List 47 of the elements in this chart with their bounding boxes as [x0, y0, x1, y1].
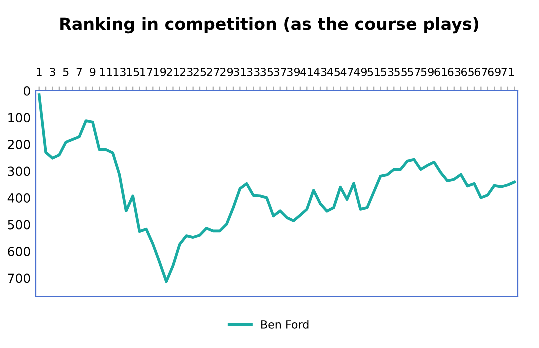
y-tick-label: 700	[8, 274, 30, 284]
x-tick-label: 67	[474, 68, 488, 76]
x-tick-label: 61	[434, 68, 448, 76]
x-tick-label: 3	[50, 68, 56, 76]
x-tick-label: 63	[448, 68, 461, 76]
x-tick-label: 27	[207, 68, 220, 76]
x-tick-label: 23	[180, 68, 193, 76]
x-tick-label: 37	[274, 68, 286, 76]
x-tick-label: 35	[260, 68, 274, 76]
x-tick-label: 7	[76, 68, 82, 76]
x-tick-label: 5	[63, 68, 69, 76]
x-tick-label: 43	[314, 68, 327, 76]
x-tick-label: 47	[340, 68, 354, 76]
x-tick-label: 57	[408, 68, 420, 76]
x-tick-label: 19	[154, 68, 166, 76]
line-series	[38, 94, 516, 284]
x-tick-label: 51	[368, 68, 380, 76]
x-tick-label: 53	[381, 68, 394, 76]
x-tick-label: 25	[194, 68, 206, 76]
y-tick-label: 400	[8, 193, 30, 203]
y-tick-label: 300	[8, 166, 30, 176]
x-tick-label: 49	[354, 68, 367, 76]
x-tick-label: 65	[462, 68, 474, 76]
x-tick-label: 21	[166, 68, 180, 76]
x-tick-label: 29	[220, 68, 234, 76]
y-tick-label: 0	[24, 86, 30, 96]
x-tick-label: 13	[114, 68, 126, 76]
x-tick-label: 9	[90, 68, 96, 76]
x-tick-label: 69	[488, 68, 501, 76]
x-tick-label: 33	[247, 68, 260, 76]
y-tick-label: 200	[8, 140, 30, 150]
x-tick-label: 41	[300, 68, 314, 76]
legend-label: Ben Ford	[262, 320, 309, 329]
x-tick-label: 39	[288, 68, 300, 76]
x-tick-label: 71	[502, 68, 514, 76]
chart-title: Ranking in competition (as the course plays)	[60, 17, 479, 34]
x-tick-label: 59	[421, 68, 434, 76]
y-tick-label: 600	[8, 246, 30, 256]
x-tick-label: 55	[394, 68, 407, 76]
x-tick-label: 1	[37, 68, 42, 76]
x-tick-label: 11	[100, 68, 112, 76]
y-tick-label: 100	[8, 113, 30, 123]
x-tick-label: 45	[327, 68, 340, 76]
x-tick-label: 31	[234, 68, 246, 76]
x-tick-label: 17	[140, 68, 153, 76]
x-tick-label: 15	[127, 68, 140, 76]
y-tick-label: 500	[8, 220, 30, 230]
